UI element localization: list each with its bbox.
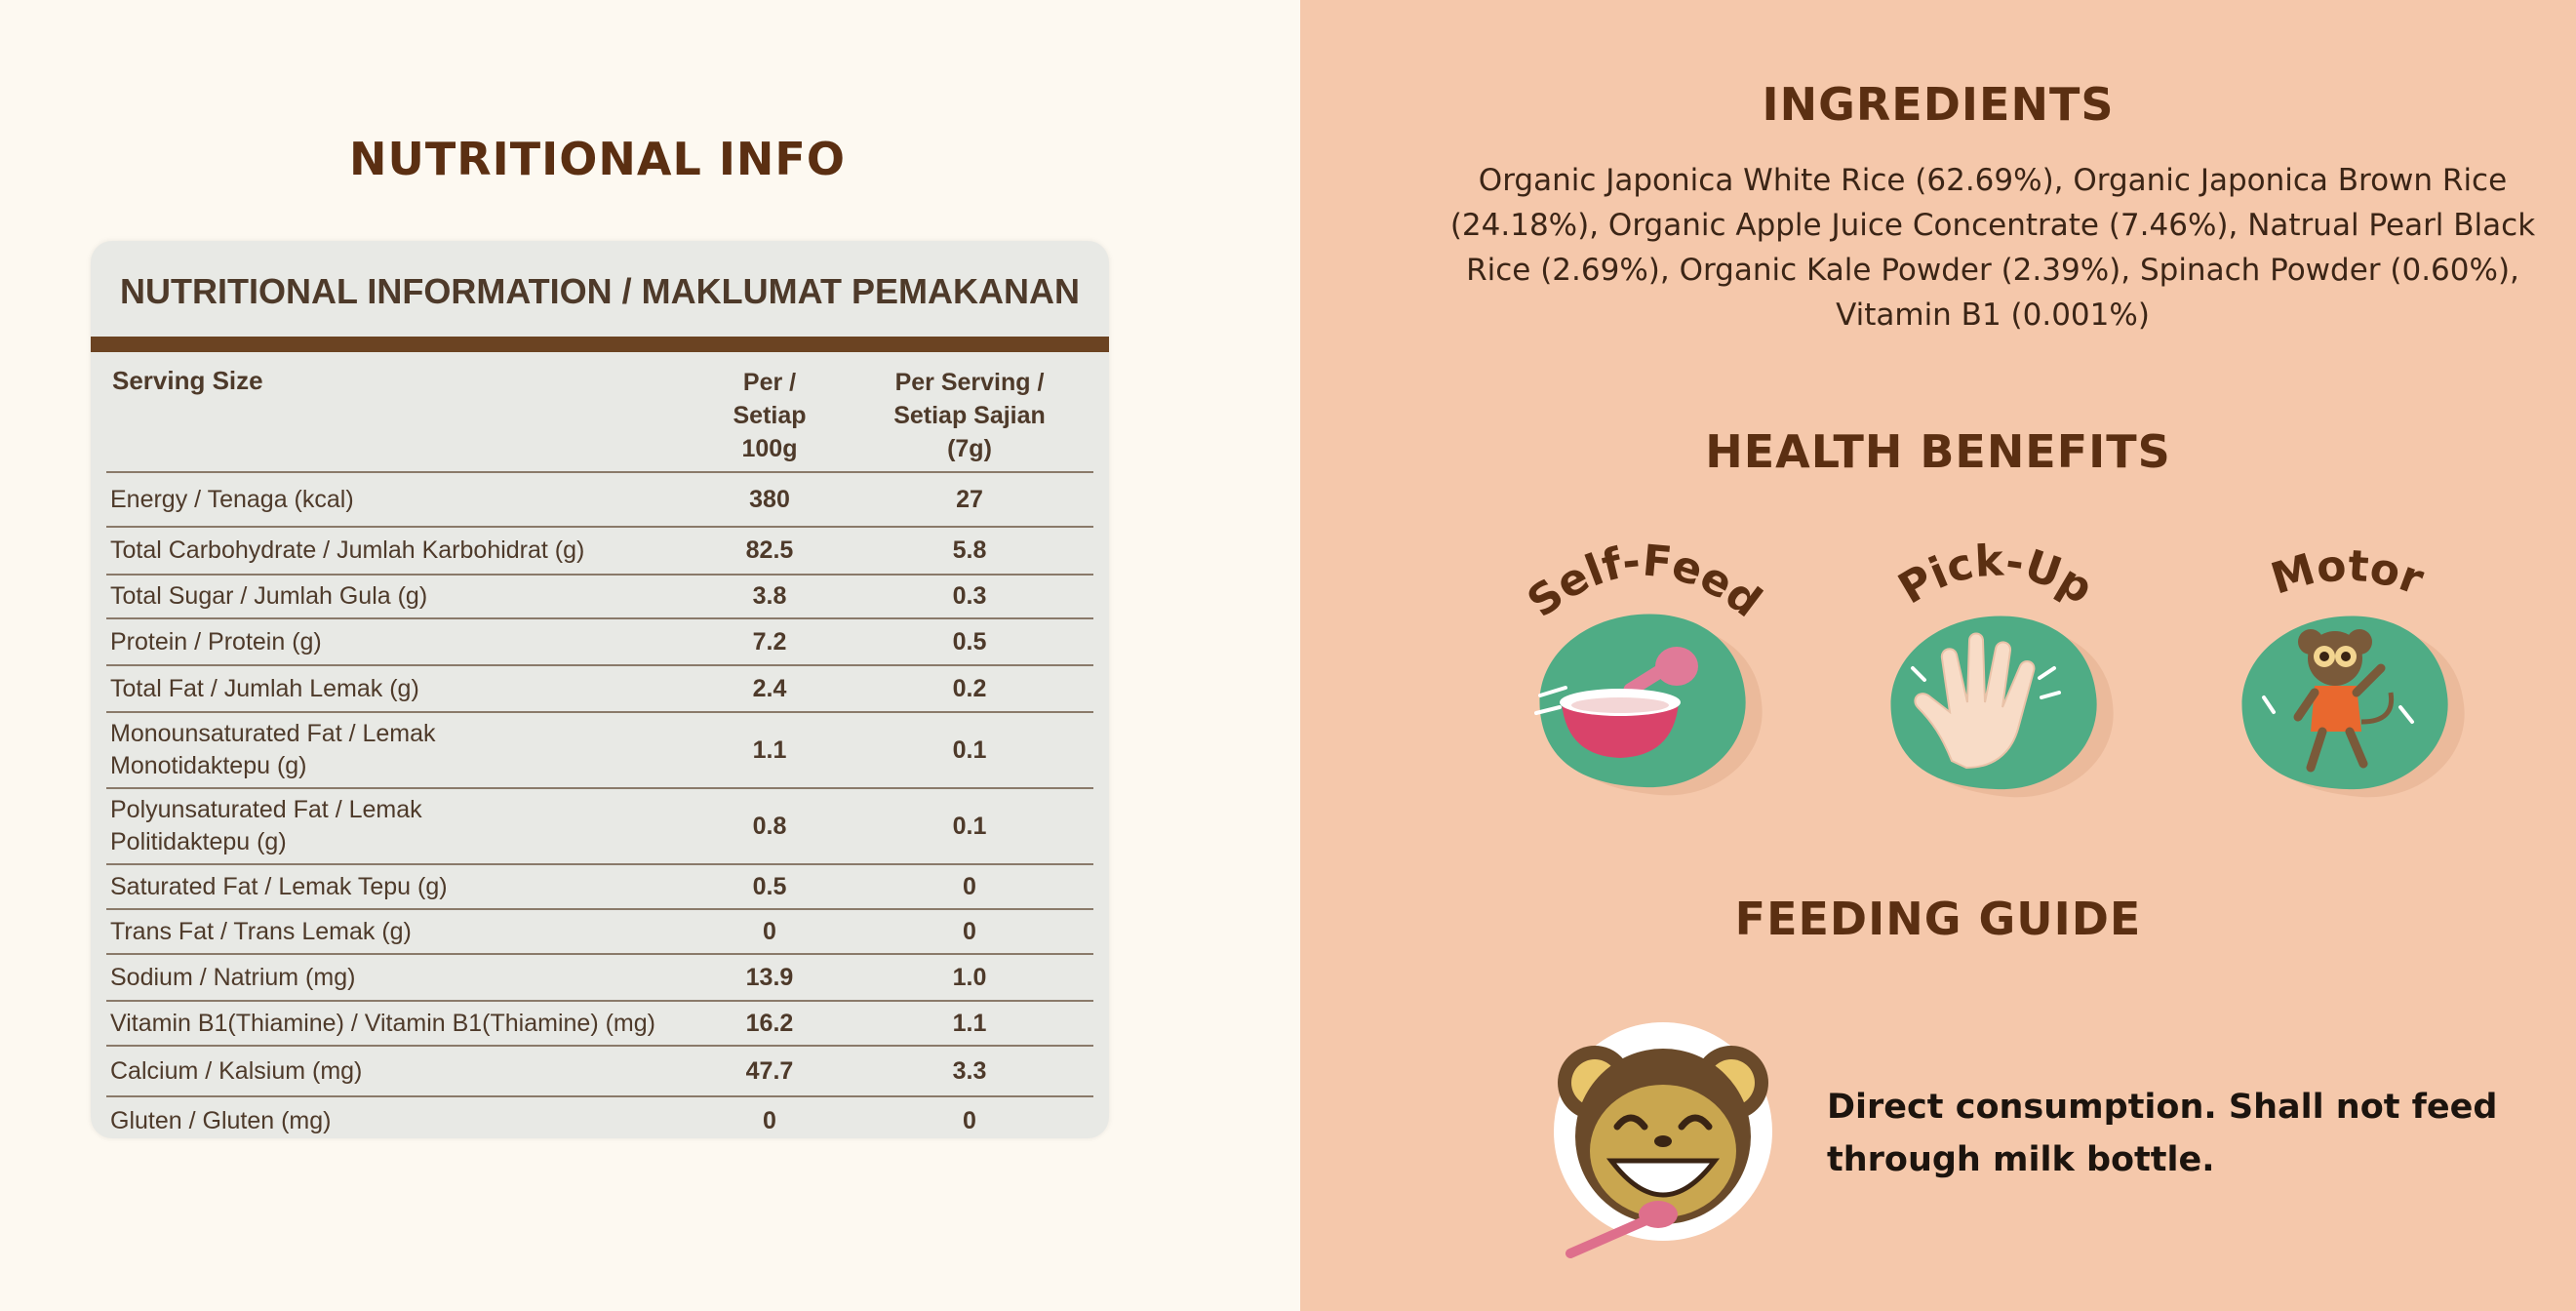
benefit-label-text: Self-Feed (1523, 536, 1770, 627)
per-100g-value: 0.8 (752, 812, 787, 840)
nutrition-rows: Energy / Tenaga (kcal) 380 27 Total Carb… (106, 473, 1093, 1138)
nutrient-name: Total Carbohydrate / Jumlah Karbohidrat … (110, 536, 585, 564)
table-column-headers: Serving Size Per / Setiap 100g Per Servi… (106, 352, 1093, 473)
per-100g-value: 2.4 (752, 674, 787, 702)
nutrition-section-title: NUTRITIONAL INFO (349, 133, 846, 185)
bowl-spoon-icon: Self-Feed (1523, 536, 1770, 796)
benefit-motor: Motor (2225, 512, 2478, 824)
ingredients-text: Organic Japonica White Rice (62.69%), Or… (1449, 163, 2536, 333)
nutrient-name: Sodium / Natrium (mg) (110, 963, 356, 991)
serving-size-label: Serving Size (112, 366, 263, 395)
per-100g-value: 1.1 (752, 735, 787, 764)
per-serving-value: 0.1 (952, 735, 987, 764)
benefit-label-text: Pick-Up (1890, 536, 2101, 614)
nutrition-panel: NUTRITIONAL INFO NUTRITIONAL INFORMATION… (91, 133, 1109, 1138)
table-row: Trans Fat / Trans Lemak (g) 0 0 (106, 910, 1093, 955)
per-serving-value: 27 (956, 485, 983, 513)
benefit-pick-up: Pick-Up (1874, 512, 2127, 824)
health-benefits-title: HEALTH BENEFITS (1705, 425, 2171, 478)
per-serving-value: 1.1 (952, 1009, 987, 1037)
per-serving-value: 0.3 (952, 582, 987, 610)
per-serving-value: 0 (963, 1106, 976, 1134)
monkey-face-icon (1554, 1022, 1772, 1258)
per-100g-value: 82.5 (745, 536, 794, 564)
table-row: Monounsaturated Fat / Lemak Monotidaktep… (106, 713, 1093, 789)
table-row: Protein / Protein (g) 7.2 0.5 (106, 619, 1093, 666)
nutrient-name: Total Fat / Jumlah Lemak (g) (110, 674, 419, 702)
per-serving-value: 0.5 (952, 627, 987, 656)
hand-icon: Pick-Up (1890, 536, 2114, 798)
nutrient-name: Polyunsaturated Fat / Lemak Politidaktep… (110, 796, 422, 855)
benefit-label-text: Motor (2266, 540, 2431, 605)
per-serving-value: 0.1 (952, 812, 987, 840)
table-row: Calcium / Kalsium (mg) 47.7 3.3 (106, 1047, 1093, 1097)
nutrient-name: Gluten / Gluten (mg) (110, 1106, 332, 1134)
nutrient-name: Saturated Fat / Lemak Tepu (g) (110, 872, 448, 900)
per-100g-value: 16.2 (745, 1009, 794, 1037)
header-divider (91, 337, 1109, 352)
nutrient-name: Protein / Protein (g) (110, 627, 322, 656)
table-row: Saturated Fat / Lemak Tepu (g) 0.5 0 (106, 865, 1093, 910)
nutrition-table: NUTRITIONAL INFORMATION / MAKLUMAT PEMAK… (91, 241, 1109, 1138)
per-100g-value: 0.5 (752, 872, 787, 900)
table-row: Energy / Tenaga (kcal) 380 27 (106, 473, 1093, 528)
per-100g-value: 380 (749, 485, 790, 513)
per-serving-value: 0.2 (952, 674, 987, 702)
per-100g-value: 13.9 (745, 963, 794, 991)
product-info-panel: INGREDIENTS Organic Japonica White Rice … (1300, 0, 2576, 1311)
feeding-guide-text: Direct consumption. Shall not feed throu… (1827, 1088, 2498, 1179)
nutrient-name: Trans Fat / Trans Lemak (g) (110, 917, 412, 945)
per-serving-value: 0 (963, 872, 976, 900)
table-row: Vitamin B1(Thiamine) / Vitamin B1(Thiami… (106, 1002, 1093, 1047)
monkey-dancing-icon: Motor (2241, 540, 2465, 798)
table-row: Total Carbohydrate / Jumlah Karbohidrat … (106, 528, 1093, 576)
table-row: Polyunsaturated Fat / Lemak Politidaktep… (106, 789, 1093, 865)
table-row: Gluten / Gluten (mg) 0 0 (106, 1097, 1093, 1138)
per-serving-value: 1.0 (952, 963, 987, 991)
nutrition-table-title: NUTRITIONAL INFORMATION / MAKLUMAT PEMAK… (120, 271, 1080, 311)
table-row: Total Sugar / Jumlah Gula (g) 3.8 0.3 (106, 576, 1093, 619)
ingredients-title: INGREDIENTS (1762, 78, 2115, 131)
per-serving-header: Per Serving / Setiap Sajian (7g) (893, 369, 1046, 462)
nutrient-name: Vitamin B1(Thiamine) / Vitamin B1(Thiami… (110, 1009, 655, 1037)
per-100g-value: 0 (763, 917, 776, 945)
per-100g-header: Per / Setiap 100g (733, 369, 807, 462)
nutrient-name: Energy / Tenaga (kcal) (110, 485, 354, 513)
per-100g-value: 0 (763, 1106, 776, 1134)
nutrient-name: Calcium / Kalsium (mg) (110, 1056, 363, 1085)
per-serving-value: 5.8 (952, 536, 987, 564)
per-serving-value: 0 (963, 917, 976, 945)
per-100g-value: 47.7 (745, 1056, 794, 1085)
per-serving-value: 3.3 (952, 1056, 987, 1085)
table-row: Total Fat / Jumlah Lemak (g) 2.4 0.2 (106, 666, 1093, 713)
nutrient-name: Monounsaturated Fat / Lemak Monotidaktep… (110, 720, 436, 779)
per-100g-value: 3.8 (752, 582, 787, 610)
benefit-self-feed: Self-Feed (1523, 512, 1776, 824)
feeding-guide-title: FEEDING GUIDE (1734, 893, 2142, 945)
per-100g-value: 7.2 (752, 627, 787, 656)
table-row: Sodium / Natrium (mg) 13.9 1.0 (106, 955, 1093, 1002)
nutrient-name: Total Sugar / Jumlah Gula (g) (110, 582, 428, 610)
